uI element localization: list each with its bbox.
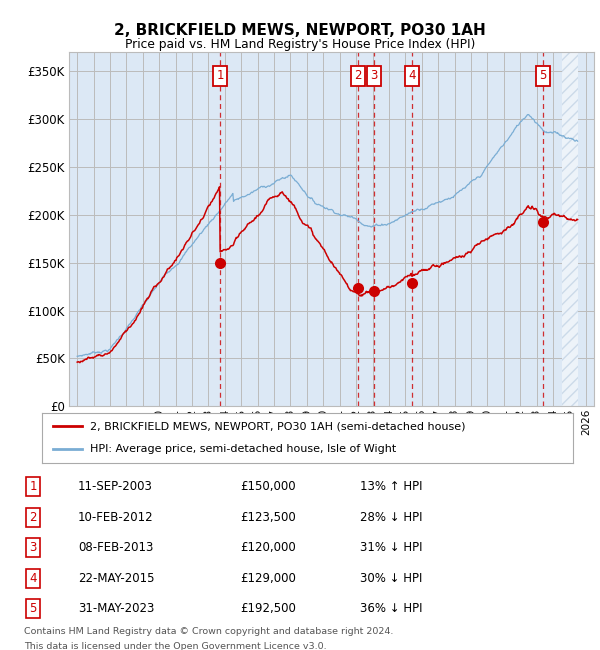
Text: 1: 1 — [29, 480, 37, 493]
Text: 2, BRICKFIELD MEWS, NEWPORT, PO30 1AH (semi-detached house): 2, BRICKFIELD MEWS, NEWPORT, PO30 1AH (s… — [90, 421, 465, 431]
Text: 3: 3 — [29, 541, 37, 554]
Text: 10-FEB-2012: 10-FEB-2012 — [78, 511, 154, 523]
Text: 36% ↓ HPI: 36% ↓ HPI — [360, 602, 422, 615]
Text: 30% ↓ HPI: 30% ↓ HPI — [360, 572, 422, 585]
Text: 3: 3 — [371, 70, 378, 83]
Text: HPI: Average price, semi-detached house, Isle of Wight: HPI: Average price, semi-detached house,… — [90, 445, 396, 454]
Text: 2: 2 — [29, 511, 37, 523]
Text: Contains HM Land Registry data © Crown copyright and database right 2024.: Contains HM Land Registry data © Crown c… — [24, 627, 394, 636]
Text: 1: 1 — [217, 70, 224, 83]
Text: £192,500: £192,500 — [240, 602, 296, 615]
Text: £150,000: £150,000 — [240, 480, 296, 493]
Text: £123,500: £123,500 — [240, 511, 296, 523]
Text: 2, BRICKFIELD MEWS, NEWPORT, PO30 1AH: 2, BRICKFIELD MEWS, NEWPORT, PO30 1AH — [114, 23, 486, 38]
Text: 22-MAY-2015: 22-MAY-2015 — [78, 572, 155, 585]
Text: 13% ↑ HPI: 13% ↑ HPI — [360, 480, 422, 493]
Text: 4: 4 — [29, 572, 37, 585]
Text: 31-MAY-2023: 31-MAY-2023 — [78, 602, 154, 615]
Text: £129,000: £129,000 — [240, 572, 296, 585]
Text: 2: 2 — [354, 70, 362, 83]
Text: 5: 5 — [29, 602, 37, 615]
Text: Price paid vs. HM Land Registry's House Price Index (HPI): Price paid vs. HM Land Registry's House … — [125, 38, 475, 51]
Text: This data is licensed under the Open Government Licence v3.0.: This data is licensed under the Open Gov… — [24, 642, 326, 650]
Text: 08-FEB-2013: 08-FEB-2013 — [78, 541, 154, 554]
Text: 4: 4 — [408, 70, 415, 83]
Text: 5: 5 — [539, 70, 547, 83]
Text: £120,000: £120,000 — [240, 541, 296, 554]
Text: 11-SEP-2003: 11-SEP-2003 — [78, 480, 153, 493]
Text: 28% ↓ HPI: 28% ↓ HPI — [360, 511, 422, 523]
Text: 31% ↓ HPI: 31% ↓ HPI — [360, 541, 422, 554]
